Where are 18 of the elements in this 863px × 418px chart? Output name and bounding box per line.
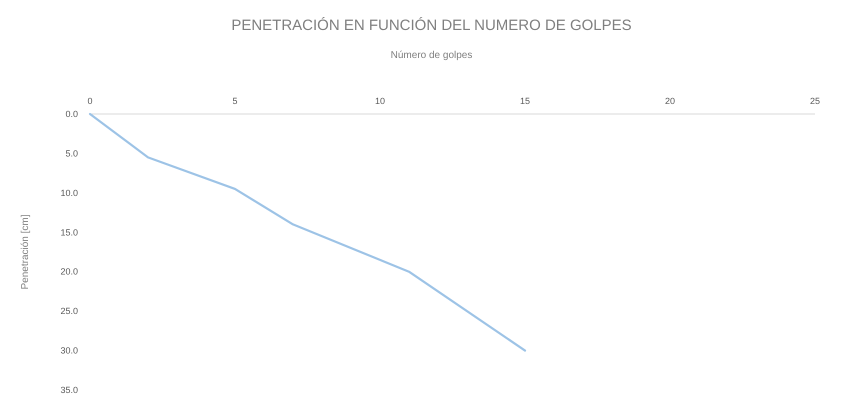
x-tick-label: 0: [87, 96, 93, 106]
y-tick-label: 15.0: [60, 227, 78, 238]
y-tick-label: 30.0: [60, 346, 78, 356]
x-tick-label: 10: [374, 96, 386, 106]
x-tick-label: 25: [810, 96, 820, 106]
x-tick-label: 5: [232, 96, 238, 106]
chart-title: PENETRACIÓN EN FUNCIÓN DEL NUMERO DE GOLPES: [231, 16, 632, 34]
y-tick-label: 20.0: [60, 266, 78, 277]
y-axis-title: Penetración [cm]: [20, 214, 31, 290]
y-tick-label: 25.0: [60, 306, 78, 316]
y-tick-label: 35.0: [60, 385, 78, 395]
x-tick-label: 20: [664, 96, 676, 106]
y-tick-label: 10.0: [60, 188, 78, 198]
x-axis-title: Número de golpes: [390, 50, 472, 61]
y-tick-label: 5.0: [65, 148, 78, 158]
line-series: [88, 112, 526, 352]
x-tick-label: 15: [520, 96, 530, 106]
y-tick-label: 0.0: [65, 109, 78, 119]
